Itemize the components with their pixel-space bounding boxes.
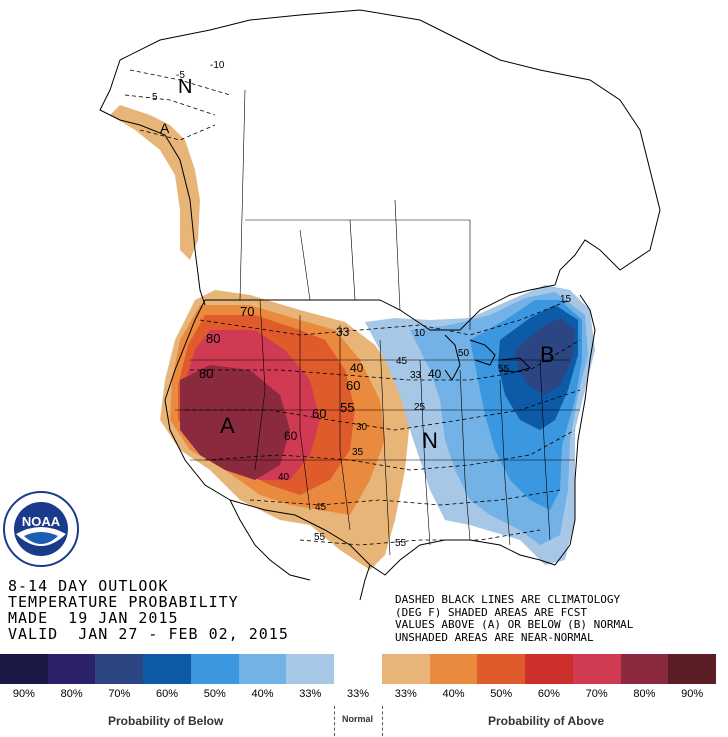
clim-label: 55: [340, 400, 354, 415]
clim-label: 40: [278, 472, 290, 483]
probability-legend-ticks: 90% 80% 70% 60% 50% 40% 33% 33% 33% 40% 50% 60% 70% 8…: [0, 688, 716, 702]
normal-divider-right: [382, 706, 383, 736]
clim-label: 10: [414, 328, 426, 339]
legend-swatch: [620, 654, 669, 684]
clim-label: -5: [176, 70, 185, 81]
outlook-map: N A A N B 70 80 80 60 55 60 33 40 30 35 …: [99, 9, 661, 601]
legend-swatch: [0, 654, 48, 684]
clim-label: 33: [336, 325, 350, 339]
note-line: DASHED BLACK LINES ARE CLIMATOLOGY: [395, 593, 621, 606]
legend-swatch: [668, 654, 717, 684]
clim-label: 45: [315, 502, 327, 513]
legend-tick-label: 90%: [12, 688, 35, 700]
noaa-logo-text: NOAA: [22, 514, 61, 529]
legend-tick-label: 33%: [346, 688, 370, 700]
legend-tick-label: 40%: [251, 688, 274, 700]
clim-label: 60: [312, 406, 326, 421]
climatology-lines: [124, 69, 581, 546]
outlook-title-block: 8-14 DAY OUTLOOK TEMPERATURE PROBABILITY…: [8, 578, 289, 642]
clim-label: 15: [560, 294, 572, 305]
legend-tick-label: 90%: [681, 688, 704, 700]
legend-labels: Probability of Below Normal Probability …: [0, 712, 716, 732]
legend-swatch: [286, 654, 335, 684]
title-line-made: MADE 19 JAN 2015: [8, 609, 179, 627]
legend-tick-label: 80%: [633, 688, 656, 700]
alaska-normal-label: N: [178, 76, 192, 98]
above-normal-label: A: [220, 413, 235, 438]
legend-swatch: [525, 654, 573, 684]
note-line: (DEG F) SHADED AREAS ARE FCST: [395, 605, 588, 619]
clim-label: 30: [356, 422, 368, 433]
normal-divider-left: [334, 706, 335, 736]
clim-label: 80: [199, 366, 213, 381]
clim-label: 40: [428, 367, 442, 381]
legend-tick-label: 80%: [60, 688, 83, 700]
clim-label: 50: [458, 348, 470, 359]
map-notes: DASHED BLACK LINES ARE CLIMATOLOGY (DEG …: [395, 593, 634, 644]
legend-normal-label: Normal: [342, 714, 374, 724]
noaa-logo: NOAA: [3, 491, 79, 567]
legend-tick-label: 33%: [394, 688, 417, 700]
clim-label: 5: [152, 92, 158, 103]
legend-swatch: [47, 654, 96, 684]
legend-swatch: [143, 654, 191, 684]
clim-label: 70: [240, 304, 254, 319]
below-normal-region: [365, 285, 595, 565]
probability-legend-bar: [0, 654, 717, 684]
clim-label: 25: [414, 402, 426, 413]
legend-swatch: [238, 654, 287, 684]
clim-label: 33: [410, 370, 422, 381]
clim-label: -10: [210, 60, 225, 71]
clim-label: 35: [352, 447, 364, 458]
legend-tick-label: 40%: [442, 688, 465, 700]
legend-tick-label: 50%: [490, 688, 513, 700]
legend-tick-label: 33%: [299, 688, 322, 700]
below-probability-band: [515, 318, 575, 395]
legend-tick-label: 70%: [108, 688, 131, 700]
clim-label: 40: [350, 361, 364, 375]
legend-below-label: Probability of Below: [108, 714, 224, 728]
alaska-above-label: A: [160, 120, 170, 136]
alaska-above-region: [110, 105, 200, 260]
legend-tick-label: 50%: [203, 688, 226, 700]
title-line-valid: VALID JAN 27 - FEB 02, 2015: [8, 625, 289, 643]
clim-label: 60: [346, 378, 360, 393]
title-line-product: 8-14 DAY OUTLOOK: [8, 577, 169, 595]
above-probability-band: [180, 365, 290, 480]
legend-swatch: [334, 654, 382, 684]
clim-label: 55: [395, 538, 407, 549]
legend-tick-label: 60%: [537, 688, 560, 700]
legend-swatch: [572, 654, 621, 684]
note-line: UNSHADED AREAS ARE NEAR-NORMAL: [395, 630, 594, 644]
clim-label: 55: [498, 364, 510, 375]
legend-swatch: [190, 654, 239, 684]
note-line: VALUES ABOVE (A) OR BELOW (B) NORMAL: [395, 618, 634, 631]
legend-above-label: Probability of Above: [488, 714, 605, 728]
title-line-type: TEMPERATURE PROBABILITY: [8, 593, 239, 611]
clim-label: 45: [396, 356, 408, 367]
clim-label: 60: [284, 429, 298, 443]
legend-tick-label: 70%: [585, 688, 608, 700]
legend-tick-label: 60%: [156, 688, 179, 700]
legend-swatch: [477, 654, 526, 684]
clim-label: 80: [206, 331, 220, 346]
clim-label: 55: [314, 532, 326, 543]
legend-swatch: [429, 654, 478, 684]
below-normal-label: B: [540, 342, 555, 367]
map-text: N A A N B 70 80 80 60 55 60 33 40 30 35 …: [152, 60, 572, 549]
legend-swatch: [95, 654, 144, 684]
near-normal-label: N: [422, 428, 438, 453]
legend-swatch: [381, 654, 430, 684]
